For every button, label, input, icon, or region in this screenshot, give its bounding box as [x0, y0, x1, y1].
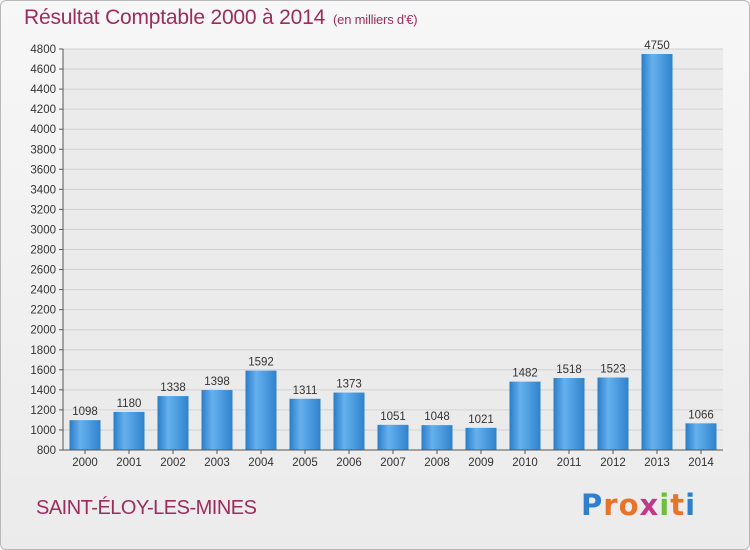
data-label-2007: 1051	[380, 411, 406, 423]
x-tick-label-2004: 2004	[248, 457, 274, 469]
y-tick-label: 3000	[30, 224, 56, 236]
logo-letter: o	[618, 488, 640, 522]
x-axis: 2000 2001 2002 2003 2004 2005 2006 2007 2008 2009…	[63, 449, 723, 469]
bar-2005	[289, 398, 321, 450]
y-tick-label: 2800	[30, 245, 56, 257]
y-tick-label: 3400	[30, 184, 56, 196]
y-tick-label: 1400	[30, 385, 56, 397]
bar-2013	[641, 54, 673, 450]
y-tick-label: 3200	[30, 204, 56, 216]
bars	[69, 54, 717, 450]
data-labels: 1098 1180 1338 1398 1592 1311 1373 1051 1048 1021…	[72, 40, 714, 426]
x-tick-label-2014: 2014	[688, 457, 714, 469]
town-name: SAINT-ÉLOY-LES-MINES	[36, 497, 257, 519]
data-label-2008: 1048	[424, 411, 450, 423]
y-axis: 800 1000 1200 1400 1600 1800 2000 2200 2400 2600 2…	[30, 44, 64, 457]
y-tick-label: 4200	[30, 104, 56, 116]
bar-2000	[69, 420, 101, 450]
data-label-2002: 1338	[160, 382, 186, 394]
data-label-2010: 1482	[512, 368, 538, 380]
y-tick-label: 1000	[30, 425, 56, 437]
y-tick-label: 2000	[30, 325, 56, 337]
bar-2007	[377, 424, 409, 450]
x-tick-label-2013: 2013	[644, 457, 670, 469]
y-tick-label: 3800	[30, 144, 56, 156]
bar-2008	[421, 425, 453, 450]
logo-letter: t	[670, 488, 686, 522]
x-tick-label-2011: 2011	[557, 457, 582, 469]
chart-title: Résultat Comptable 2000 à 2014 (en millie…	[24, 6, 418, 30]
data-label-2005: 1311	[293, 385, 318, 397]
y-tick-label: 1600	[30, 365, 56, 377]
x-tick-label-2007: 2007	[380, 457, 406, 469]
y-tick-label: 1800	[30, 345, 56, 357]
x-tick-label-2008: 2008	[424, 457, 450, 469]
y-tick-label: 1200	[30, 405, 56, 417]
data-label-2009: 1021	[468, 414, 494, 426]
y-tick-label: 4600	[30, 64, 56, 76]
x-tick-label-2010: 2010	[512, 457, 538, 469]
data-label-2004: 1592	[248, 357, 274, 369]
y-tick-label: 2200	[30, 305, 56, 317]
x-tick-label-2009: 2009	[468, 457, 494, 469]
logo-letter: P	[581, 488, 604, 522]
y-tick-label: 3600	[30, 164, 56, 176]
logo-letter: r	[603, 488, 619, 522]
data-label-2003: 1398	[204, 376, 230, 388]
x-tick-label-2000: 2000	[72, 457, 98, 469]
chart-subtitle: (en milliers d'€)	[333, 12, 418, 27]
y-tick-label: 800	[37, 445, 56, 457]
bar-2004	[245, 370, 277, 450]
y-tick-label: 2400	[30, 285, 56, 297]
bar-2010	[509, 381, 541, 450]
x-tick-label-2003: 2003	[204, 457, 230, 469]
bar-2006	[333, 392, 365, 450]
x-tick-label-2005: 2005	[292, 457, 318, 469]
bar-2003	[201, 390, 233, 450]
bar-2009	[465, 427, 497, 450]
x-tick-label-2002: 2002	[160, 457, 186, 469]
data-label-2011: 1518	[556, 364, 582, 376]
title-text: Résultat Comptable 2000 à 2014	[24, 6, 326, 29]
x-tick-label-2001: 2001	[116, 457, 142, 469]
bar-2011	[553, 378, 585, 450]
data-label-2006: 1373	[336, 379, 362, 391]
data-label-2001: 1180	[117, 398, 142, 410]
bar-2002	[157, 396, 189, 450]
y-tick-label: 4800	[30, 44, 56, 56]
bar-2001	[113, 411, 145, 450]
x-tick-label-2006: 2006	[336, 457, 362, 469]
y-tick-label: 2600	[30, 265, 56, 277]
logo-letter: i	[659, 488, 671, 522]
proxiti-logo: Proxiti	[581, 488, 696, 522]
x-tick-label-2012: 2012	[600, 457, 626, 469]
data-label-2013: 4750	[644, 40, 670, 52]
data-label-2012: 1523	[600, 364, 626, 376]
bar-2012	[597, 377, 629, 450]
data-label-2014: 1066	[688, 409, 714, 421]
bar-2014	[685, 423, 717, 450]
logo-letter: i	[685, 488, 697, 522]
y-tick-label: 4000	[30, 124, 56, 136]
y-tick-label: 4400	[30, 84, 56, 96]
logo-letter: x	[639, 488, 660, 522]
data-label-2000: 1098	[72, 406, 98, 418]
